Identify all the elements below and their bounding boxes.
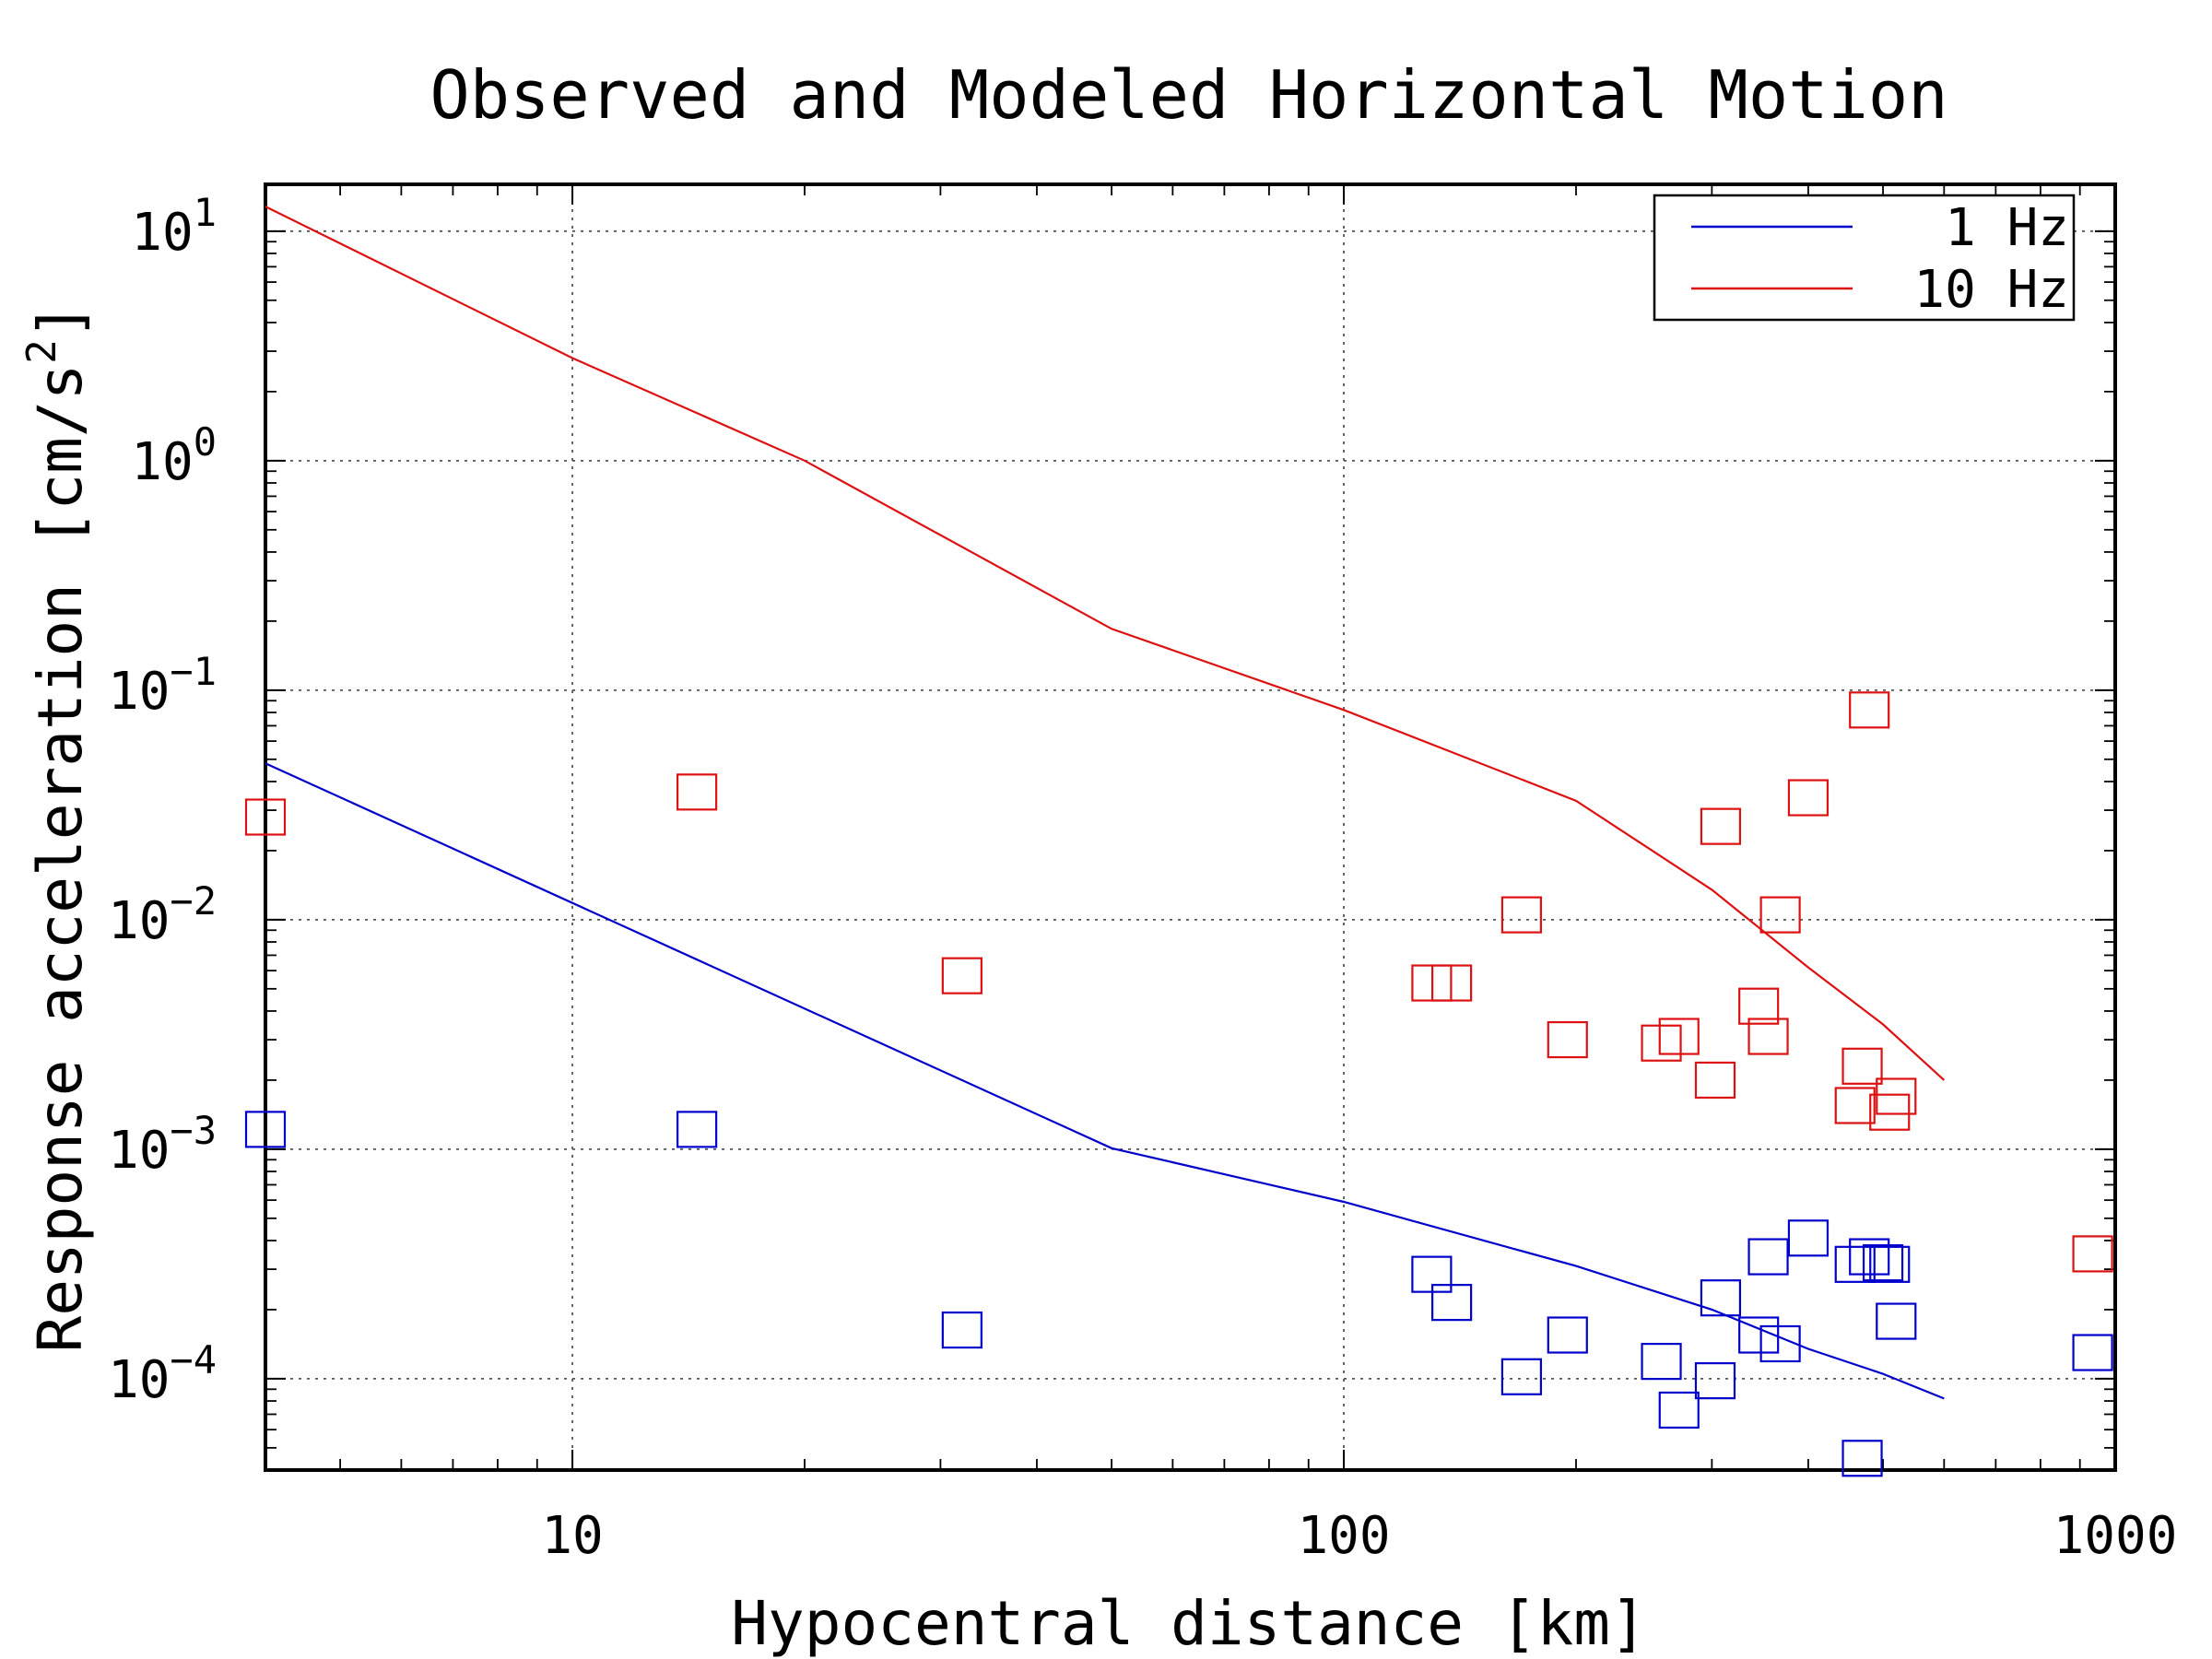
observed-point-10hz xyxy=(1431,964,1473,1002)
model-line-10hz xyxy=(265,206,1946,1081)
observed-point-10hz xyxy=(941,957,982,994)
observed-point-1hz xyxy=(1841,1440,1883,1477)
observed-point-10hz xyxy=(1876,1077,1917,1115)
observed-point-1hz xyxy=(1658,1391,1700,1430)
observed-point-10hz xyxy=(1700,807,1742,845)
x-tick-labels: 10 100 1000 xyxy=(541,1506,2177,1566)
observed-point-1hz xyxy=(1738,1316,1780,1354)
series-markers xyxy=(244,691,2113,1477)
observed-point-1hz xyxy=(1787,1219,1830,1257)
y-tick-base: 10 xyxy=(108,662,170,722)
x-axis-label: Hypocentral distance [km] xyxy=(731,1588,1646,1659)
y-tick-base: 10 xyxy=(108,1121,170,1181)
observed-point-1hz xyxy=(1747,1238,1789,1276)
observed-point-10hz xyxy=(1747,1018,1789,1055)
observed-point-1hz xyxy=(941,1311,982,1349)
observed-point-10hz xyxy=(244,798,287,836)
observed-point-1hz xyxy=(1500,1358,1543,1395)
legend-label-10hz: 10 Hz xyxy=(1913,260,2069,320)
y-tick-base: 10 xyxy=(108,1350,170,1410)
observed-point-10hz xyxy=(677,773,718,811)
observed-point-10hz xyxy=(2072,1235,2113,1273)
chart-title: Observed and Modeled Horizontal Motion xyxy=(429,56,1947,134)
model-line-1hz xyxy=(265,762,1945,1400)
observed-point-10hz xyxy=(1759,896,1801,934)
y-tick-base: 10 xyxy=(108,891,170,951)
y-axis-label-end: ] xyxy=(25,302,96,339)
observed-point-1hz xyxy=(244,1111,287,1148)
y-tick-label: 101 xyxy=(131,190,217,263)
observed-point-10hz xyxy=(1658,1018,1700,1055)
y-tick-label: 10−3 xyxy=(108,1108,217,1181)
observed-point-10hz xyxy=(1500,896,1543,934)
legend-label-1hz: 1 Hz xyxy=(1945,198,2069,258)
minor-ticks xyxy=(265,184,2116,1471)
y-tick-exponent: 0 xyxy=(194,419,217,465)
y-tick-label: 10−4 xyxy=(108,1337,217,1410)
observed-point-10hz xyxy=(1849,691,1890,729)
legend-box xyxy=(1653,194,2076,322)
y-tick-exponent: 1 xyxy=(194,190,217,235)
y-axis-label-sup: 2 xyxy=(18,339,65,364)
observed-point-10hz xyxy=(1834,1087,1876,1124)
observed-point-1hz xyxy=(2072,1334,2113,1371)
observed-point-10hz xyxy=(1841,1047,1883,1085)
y-tick-label: 100 xyxy=(131,419,217,492)
y-axis-label: Response acceleration [cm/s2] xyxy=(18,302,96,1352)
observed-point-10hz xyxy=(1547,1020,1588,1059)
observed-point-10hz xyxy=(1869,1093,1911,1131)
x-tick-label: 10 xyxy=(541,1506,603,1566)
y-tick-exponent: −1 xyxy=(170,649,217,694)
plot-area xyxy=(244,182,2117,1477)
x-tick-label: 1000 xyxy=(2053,1506,2178,1566)
y-tick-label: 10−2 xyxy=(108,878,217,951)
legend: 1 Hz 10 Hz xyxy=(1653,194,2076,322)
x-tick-label: 100 xyxy=(1297,1506,1390,1566)
plot-frame xyxy=(264,182,2117,1472)
observed-point-10hz xyxy=(1641,1024,1682,1062)
observed-point-1hz xyxy=(1547,1316,1588,1354)
y-tick-label: 10−1 xyxy=(108,649,217,722)
y-tick-exponent: −2 xyxy=(170,878,217,924)
observed-point-1hz xyxy=(1759,1324,1801,1363)
observed-point-1hz xyxy=(1694,1361,1736,1400)
observed-point-1hz xyxy=(677,1111,718,1148)
observed-point-1hz xyxy=(1869,1245,1911,1283)
observed-point-1hz xyxy=(1862,1244,1904,1282)
observed-point-1hz xyxy=(1834,1245,1876,1283)
y-tick-base: 10 xyxy=(131,203,193,263)
observed-point-1hz xyxy=(1876,1302,1917,1340)
observed-point-10hz xyxy=(1738,987,1780,1025)
observed-point-10hz xyxy=(1694,1061,1736,1100)
y-tick-exponent: −3 xyxy=(170,1108,217,1153)
observed-point-1hz xyxy=(1431,1284,1473,1322)
observed-point-10hz xyxy=(1787,779,1830,817)
series-lines xyxy=(265,206,1946,1400)
y-tick-exponent: −4 xyxy=(170,1337,217,1382)
y-axis-label-main: Response acceleration [cm/s xyxy=(25,364,96,1353)
observed-point-1hz xyxy=(1641,1342,1682,1381)
y-tick-base: 10 xyxy=(131,432,193,492)
observed-point-1hz xyxy=(1700,1279,1742,1317)
grid xyxy=(265,184,2115,1470)
